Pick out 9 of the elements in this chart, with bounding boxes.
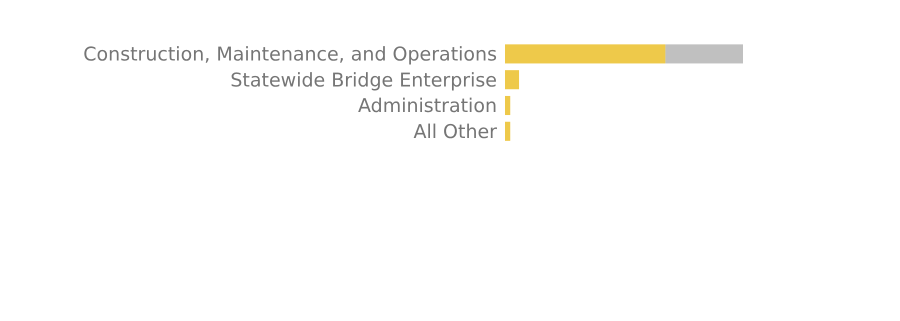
bar <box>505 70 520 90</box>
y-tick-label: Statewide Bridge Enterprise <box>230 69 497 92</box>
y-tick-label: Construction, Maintenance, and Operations <box>83 44 497 66</box>
bar <box>505 122 510 141</box>
bar <box>505 96 510 116</box>
bar <box>505 44 666 64</box>
y-tick-label: All Other <box>413 120 498 143</box>
bar <box>665 44 743 64</box>
y-tick-label: Administration <box>358 95 497 118</box>
